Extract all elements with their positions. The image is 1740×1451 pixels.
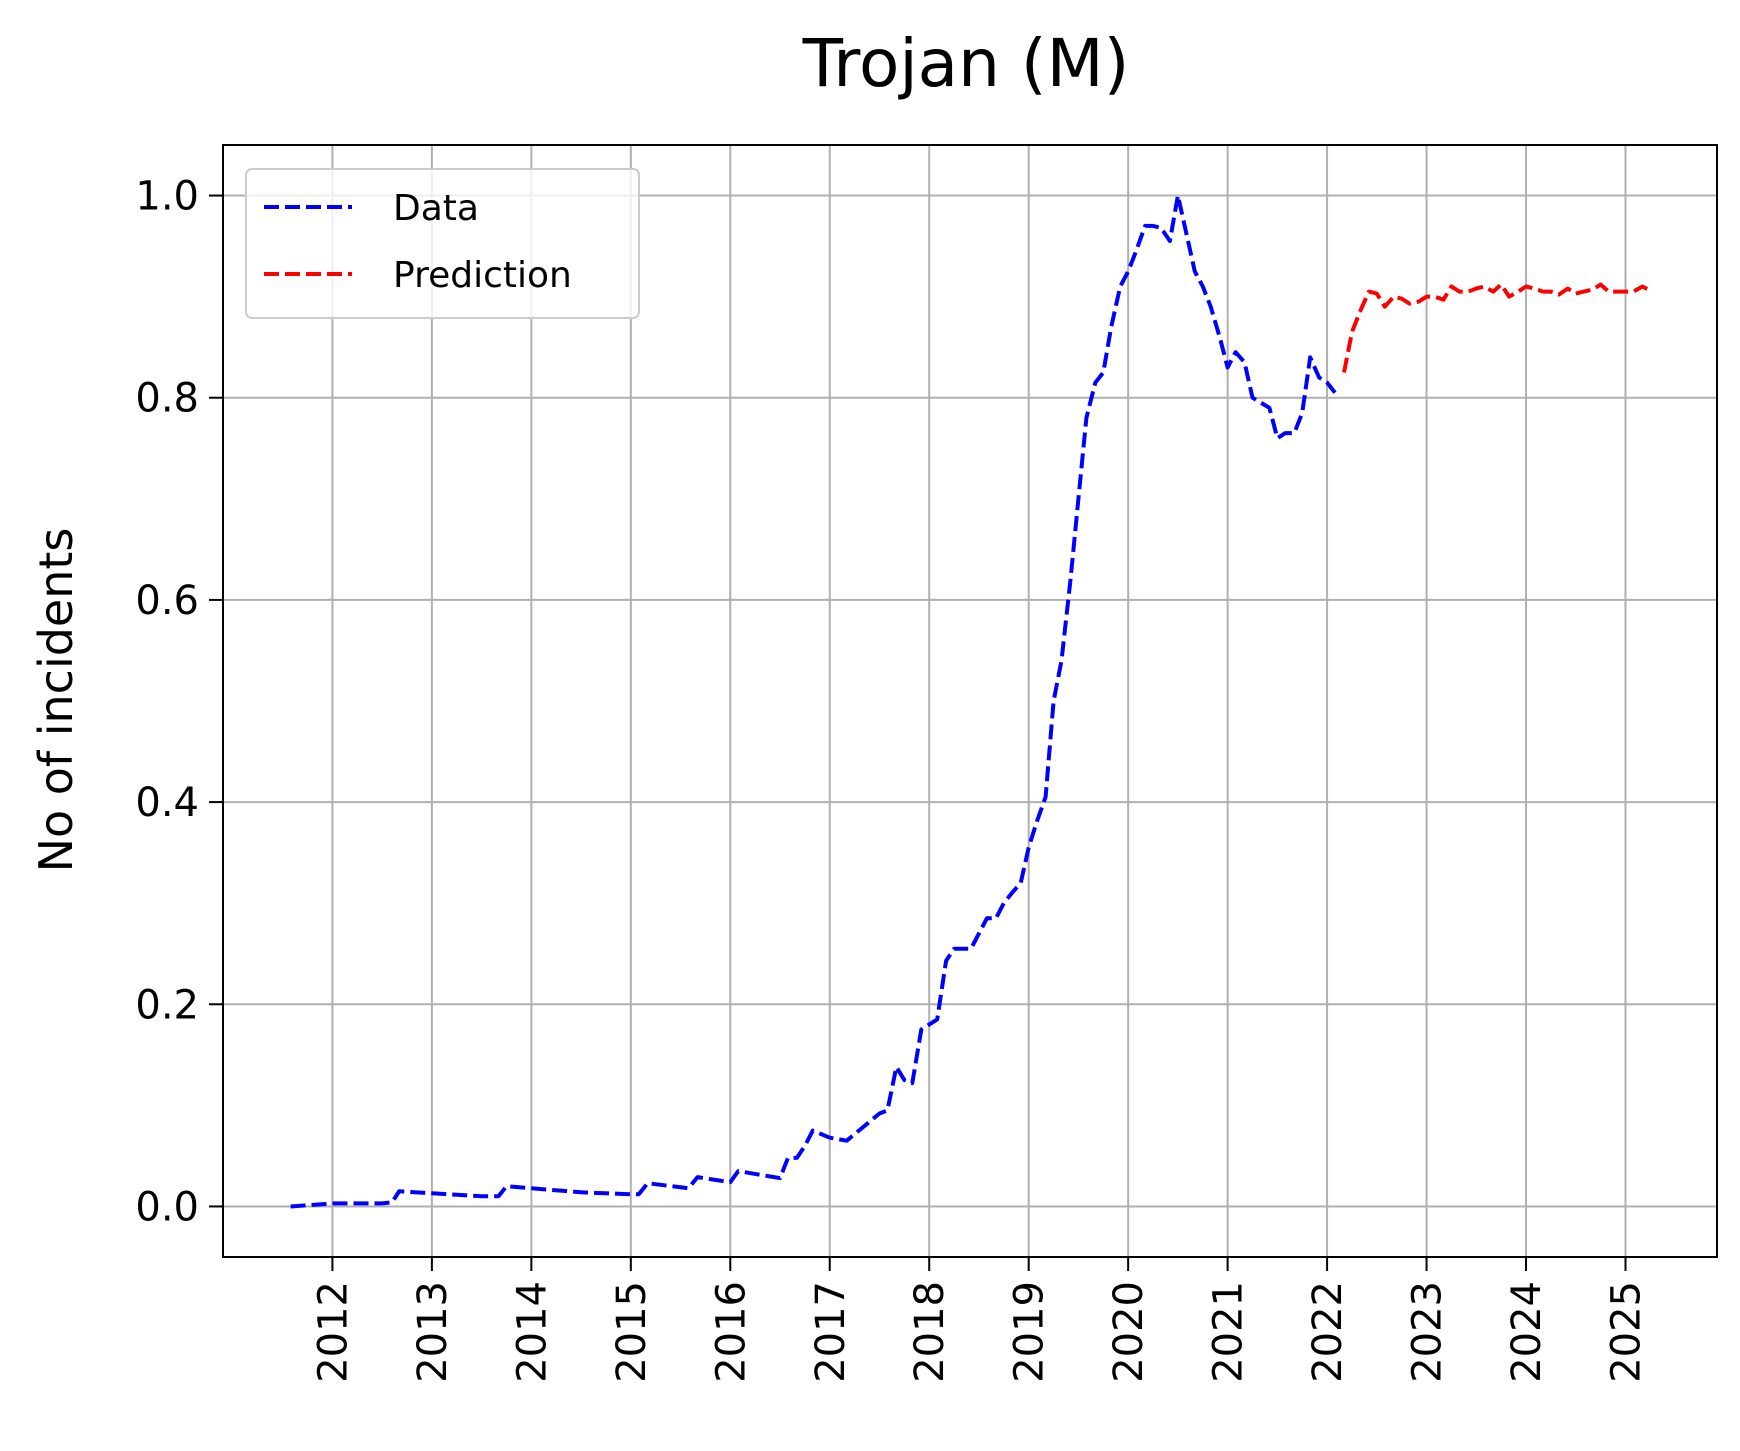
x-tick-label: 2022 [1305,1281,1351,1383]
x-tick-label: 2023 [1405,1281,1451,1383]
x-tick-label: 2016 [708,1281,754,1383]
y-axis-ticks: 0.0 0.2 0.4 0.6 0.8 1.0 [135,174,223,1230]
legend-box [245,168,640,319]
y-tick-label: 0.6 [135,578,199,624]
x-tick-label: 2024 [1504,1281,1550,1383]
legend: Data Prediction [245,168,640,319]
x-tick-label: 2015 [609,1281,655,1383]
x-axis-ticks: 2012 2013 2014 2015 2016 2017 2018 2019 2020 2021… [310,1257,1649,1383]
y-tick-label: 0.0 [135,1184,199,1230]
series-line-prediction [1342,282,1652,373]
y-tick-label: 0.2 [135,982,199,1028]
y-tick-label: 0.8 [135,376,199,422]
plot-frame [222,144,1718,1258]
series-line-data [290,193,1337,1209]
y-axis-label: No of incidents [29,528,83,873]
x-tick-label: 2018 [907,1281,953,1383]
legend-label-data: Data [393,188,479,229]
x-tick-label: 2025 [1603,1281,1649,1383]
legend-label-prediction: Prediction [393,255,572,296]
x-tick-label: 2013 [410,1281,456,1383]
x-tick-label: 2021 [1206,1281,1252,1383]
grid-lines [223,145,1717,1257]
x-tick-label: 2019 [1007,1281,1053,1383]
y-tick-label: 0.4 [135,780,199,826]
chart-title: Trojan (M) [802,25,1130,102]
x-tick-label: 2017 [808,1281,854,1383]
series-layer [290,193,1652,1209]
x-tick-label: 2020 [1106,1281,1152,1383]
y-tick-label: 1.0 [135,174,199,220]
x-tick-label: 2014 [509,1281,555,1383]
x-tick-label: 2012 [310,1281,356,1383]
